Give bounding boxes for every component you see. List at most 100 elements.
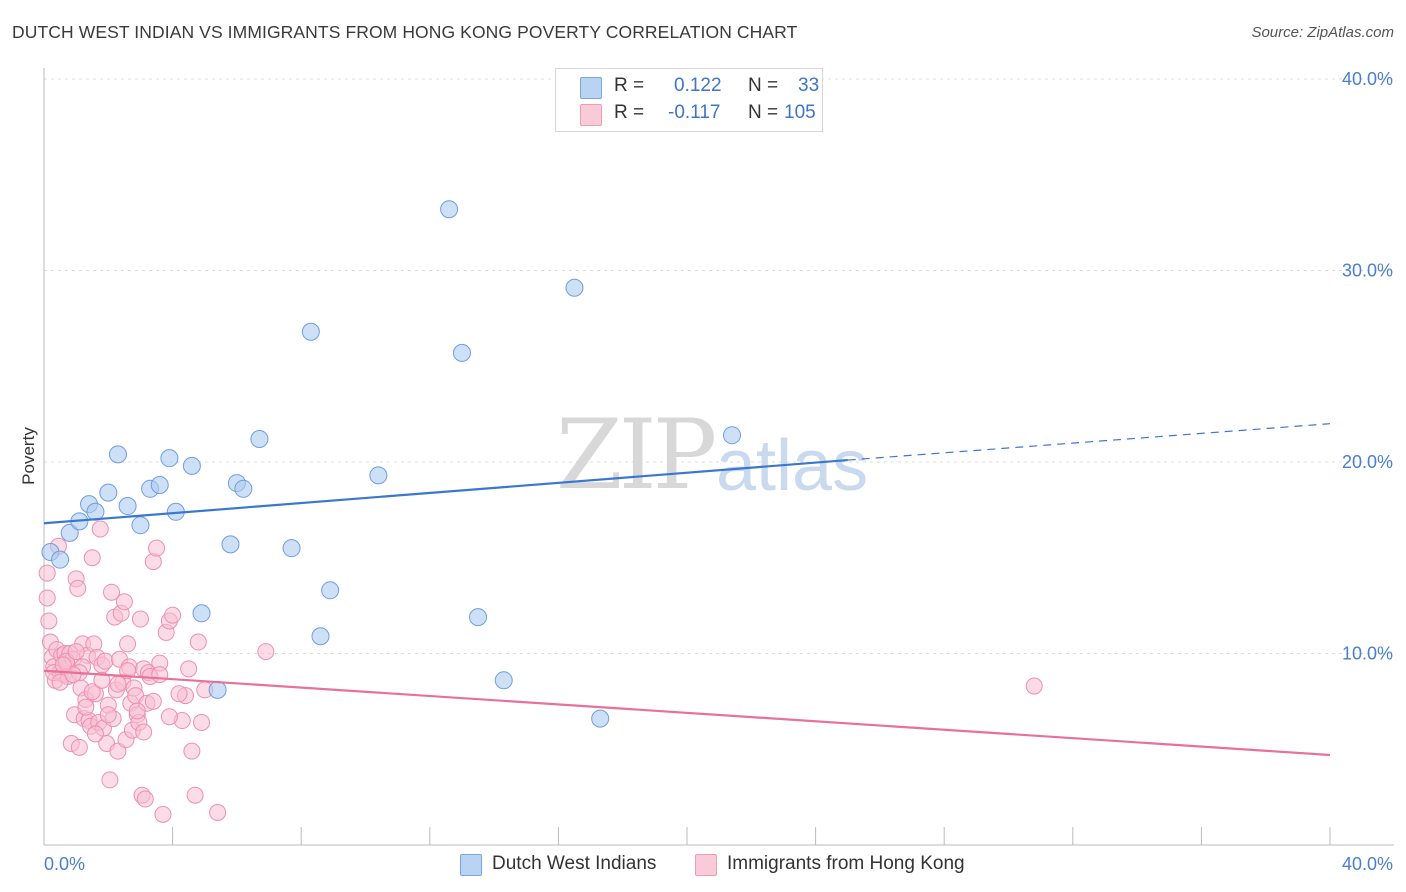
data-point-immigrants-hong-kong — [164, 606, 182, 624]
data-point-immigrants-hong-kong — [86, 725, 104, 743]
data-point-immigrants-hong-kong — [83, 549, 101, 567]
data-point-dutch-west-indians — [99, 483, 118, 502]
data-point-immigrants-hong-kong — [115, 593, 133, 611]
data-point-immigrants-hong-kong — [128, 702, 146, 720]
data-point-dutch-west-indians — [452, 343, 471, 362]
data-point-immigrants-hong-kong — [154, 805, 172, 823]
data-point-immigrants-hong-kong — [40, 612, 58, 630]
x-tick-label: 40.0% — [1342, 854, 1393, 874]
legend-r-value: -0.117 — [668, 102, 721, 123]
data-point-dutch-west-indians — [321, 581, 340, 600]
data-point-dutch-west-indians — [311, 627, 330, 646]
data-point-immigrants-hong-kong — [151, 666, 169, 684]
data-point-dutch-west-indians — [51, 550, 70, 569]
correlation-legend: R = 0.122 N = 33 R = -0.117 N = 105 — [555, 68, 823, 132]
trend-lines — [43, 423, 1331, 757]
data-point-dutch-west-indians — [208, 680, 227, 699]
legend-n-label: N = — [748, 75, 779, 96]
data-point-immigrants-hong-kong — [101, 771, 119, 789]
data-point-dutch-west-indians — [60, 523, 79, 542]
data-point-dutch-west-indians — [118, 497, 137, 516]
y-tick-labels: 10.0% 20.0% 30.0% 40.0% — [1342, 69, 1393, 664]
data-point-dutch-west-indians — [565, 278, 584, 297]
chart-title: DUTCH WEST INDIAN VS IMMIGRANTS FROM HON… — [12, 22, 798, 42]
data-point-immigrants-hong-kong — [1025, 677, 1043, 695]
data-point-immigrants-hong-kong — [70, 738, 88, 756]
data-point-immigrants-hong-kong — [136, 790, 154, 808]
data-point-dutch-west-indians — [469, 608, 488, 627]
data-point-immigrants-hong-kong — [135, 723, 153, 741]
y-tick-label: 40.0% — [1342, 69, 1393, 89]
data-point-dutch-west-indians — [150, 475, 169, 494]
data-point-immigrants-hong-kong — [119, 662, 137, 680]
data-point-immigrants-hong-kong — [193, 713, 211, 731]
data-point-immigrants-hong-kong — [180, 660, 198, 678]
data-point-immigrants-hong-kong — [209, 803, 227, 821]
data-point-immigrants-hong-kong — [109, 675, 127, 693]
legend-n-value: 33 — [798, 75, 820, 96]
data-point-dutch-west-indians — [440, 200, 459, 219]
data-point-immigrants-hong-kong — [69, 579, 87, 597]
data-point-dutch-west-indians — [192, 604, 211, 623]
source-label: Source: ZipAtlas.com — [1251, 24, 1394, 41]
trend-line-dutch-west-indians — [43, 458, 848, 525]
data-point-immigrants-hong-kong — [148, 539, 166, 557]
data-point-dutch-west-indians — [182, 456, 201, 475]
data-point-immigrants-hong-kong — [38, 589, 56, 607]
data-point-immigrants-hong-kong — [160, 708, 178, 726]
legend-swatch-pink — [580, 104, 602, 126]
legend-item-label: Dutch West Indians — [492, 853, 657, 874]
watermark-atlas: atlas — [716, 426, 868, 506]
y-tick-label: 30.0% — [1342, 261, 1393, 281]
legend-n-value: 105 — [784, 102, 816, 123]
data-point-dutch-west-indians — [494, 671, 513, 690]
legend-swatch-blue — [460, 854, 482, 876]
legend-r-label: R = — [614, 102, 645, 123]
data-point-immigrants-hong-kong — [91, 520, 109, 538]
axes — [43, 68, 1394, 846]
data-point-immigrants-hong-kong — [38, 564, 56, 582]
legend-r-value: 0.122 — [674, 75, 722, 96]
legend-r-label: R = — [614, 75, 645, 96]
data-point-immigrants-hong-kong — [186, 786, 204, 804]
data-point-immigrants-hong-kong — [144, 692, 162, 710]
data-point-dutch-west-indians — [234, 479, 253, 498]
data-point-dutch-west-indians — [250, 430, 269, 449]
watermark: ZIP atlas — [556, 399, 868, 511]
data-point-dutch-west-indians — [221, 535, 240, 554]
data-point-immigrants-hong-kong — [67, 643, 85, 661]
data-point-immigrants-hong-kong — [103, 583, 121, 601]
legend-item-label: Immigrants from Hong Kong — [727, 853, 965, 874]
data-point-dutch-west-indians — [282, 539, 301, 558]
series-immigrants-hong-kong — [38, 520, 1043, 823]
data-point-immigrants-hong-kong — [51, 673, 69, 691]
data-point-immigrants-hong-kong — [131, 610, 149, 628]
x-tick-labels: 0.0% 40.0% — [44, 854, 1393, 874]
data-point-dutch-west-indians — [591, 709, 610, 728]
series-legend: Dutch West Indians Immigrants from Hong … — [0, 852, 1406, 878]
data-point-dutch-west-indians — [131, 516, 150, 535]
data-point-immigrants-hong-kong — [189, 633, 207, 651]
data-point-dutch-west-indians — [723, 426, 742, 445]
trend-line-dutch-west-indians-extension — [847, 423, 1331, 461]
data-point-immigrants-hong-kong — [170, 685, 188, 703]
gridlines — [44, 78, 1394, 654]
legend-n-label: N = — [748, 102, 779, 123]
data-point-immigrants-hong-kong — [183, 742, 201, 760]
y-tick-label: 10.0% — [1342, 644, 1393, 664]
legend-swatch-pink — [695, 854, 717, 876]
data-point-immigrants-hong-kong — [109, 742, 127, 760]
data-point-immigrants-hong-kong — [257, 643, 275, 661]
data-point-immigrants-hong-kong — [83, 683, 101, 701]
data-point-dutch-west-indians — [108, 445, 127, 464]
watermark-zip: ZIP — [556, 399, 715, 511]
data-point-immigrants-hong-kong — [99, 706, 117, 724]
trend-line-immigrants-hong-kong — [43, 669, 1331, 757]
data-point-dutch-west-indians — [160, 449, 179, 468]
y-axis-label: Poverty — [19, 427, 38, 485]
data-point-immigrants-hong-kong — [96, 652, 114, 670]
data-point-immigrants-hong-kong — [93, 671, 111, 689]
y-tick-label: 20.0% — [1342, 452, 1393, 472]
series-dutch-west-indians — [41, 200, 742, 728]
